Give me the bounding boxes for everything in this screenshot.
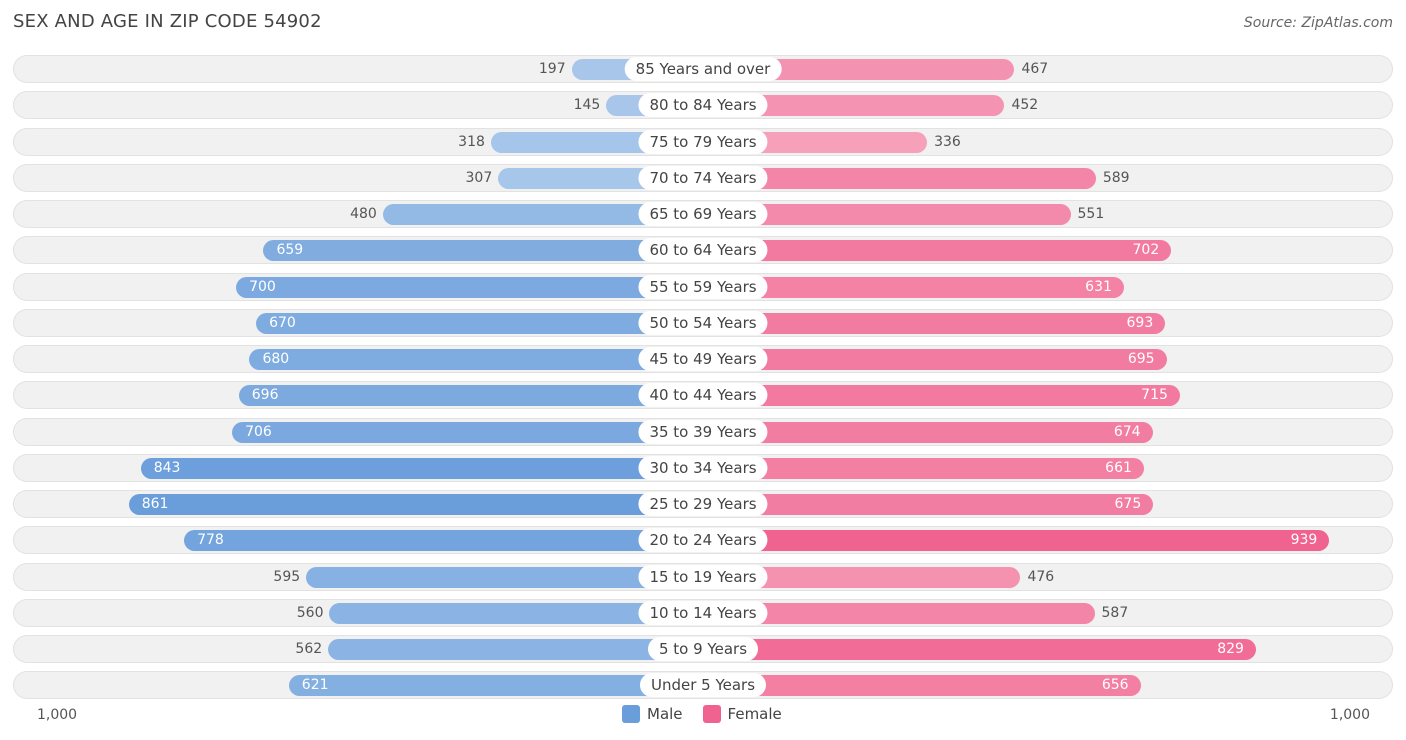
value-label-male: 659 [276, 241, 304, 258]
legend-item-female: Female [702, 705, 782, 723]
legend-label-male: Male [647, 705, 683, 723]
bar-male [306, 566, 703, 588]
category-label: 40 to 44 Years [638, 383, 768, 407]
bar-female [703, 602, 1095, 624]
category-label: 75 to 79 Years [638, 130, 768, 154]
category-label: 15 to 19 Years [638, 565, 768, 589]
category-label: 65 to 69 Years [638, 202, 768, 226]
category-label: 20 to 24 Years [638, 528, 768, 552]
bar-female [703, 493, 1154, 515]
value-label-female: 702 [1132, 241, 1160, 258]
category-label: 5 to 9 Years [647, 637, 759, 661]
value-label-female: 693 [1126, 314, 1154, 331]
bar-female [703, 348, 1167, 370]
bar-male [232, 421, 703, 443]
axis-left-label: 1,000 [37, 707, 78, 723]
legend: Male Female [622, 705, 796, 723]
category-label: 85 Years and over [624, 57, 782, 81]
value-label-male: 680 [262, 350, 290, 367]
axis-right-label: 1,000 [1329, 707, 1370, 723]
bar-female [703, 566, 1021, 588]
bar-female [703, 94, 1005, 116]
bar-female [703, 167, 1096, 189]
bar-female [703, 384, 1180, 406]
value-label-female: 631 [1085, 278, 1112, 295]
bar-male [382, 203, 703, 225]
legend-item-male: Male [622, 705, 683, 723]
value-label-male: 595 [273, 568, 301, 585]
bar-female [703, 276, 1124, 298]
category-label: 10 to 14 Years [638, 601, 768, 625]
bar-male [328, 638, 703, 660]
bar-male [184, 529, 703, 551]
bar-female [703, 421, 1153, 443]
value-label-female: 476 [1027, 568, 1055, 585]
value-label-male: 621 [301, 676, 329, 693]
value-label-male: 197 [538, 60, 566, 77]
category-label: 35 to 39 Years [638, 420, 768, 444]
category-label: 30 to 34 Years [638, 456, 768, 480]
value-label-male: 843 [153, 459, 181, 476]
bar-male [238, 384, 703, 406]
value-label-female: 336 [934, 133, 961, 150]
value-label-male: 696 [251, 386, 279, 403]
value-label-female: 589 [1102, 169, 1130, 186]
value-label-female: 715 [1141, 386, 1168, 403]
bar-female [703, 457, 1144, 479]
bar-male [288, 674, 703, 696]
category-label: 25 to 29 Years [638, 492, 768, 516]
legend-label-female: Female [727, 705, 782, 723]
category-label: 50 to 54 Years [638, 311, 768, 335]
category-label: 60 to 64 Years [638, 238, 768, 262]
value-label-female: 587 [1101, 604, 1129, 621]
bar-male [249, 348, 703, 370]
value-label-male: 145 [573, 96, 601, 113]
bar-female [703, 638, 1256, 660]
value-label-female: 939 [1290, 531, 1318, 548]
bar-male [128, 493, 703, 515]
bar-female [703, 529, 1330, 551]
legend-swatch-male [622, 705, 640, 723]
category-label: 45 to 49 Years [638, 347, 768, 371]
category-label: Under 5 Years [639, 673, 767, 697]
value-label-female: 661 [1105, 459, 1132, 476]
bar-female [703, 312, 1166, 334]
value-label-male: 778 [197, 531, 224, 548]
value-label-male: 307 [465, 169, 493, 186]
bar-male [256, 312, 703, 334]
category-label: 80 to 84 Years [638, 93, 768, 117]
bar-female [703, 674, 1141, 696]
value-label-female: 695 [1127, 350, 1155, 367]
value-label-female: 452 [1011, 96, 1039, 113]
value-label-male: 706 [245, 423, 272, 440]
chart-source: Source: ZipAtlas.com [1243, 15, 1393, 31]
category-label: 70 to 74 Years [638, 166, 768, 190]
value-label-female: 656 [1101, 676, 1129, 693]
value-label-male: 318 [458, 133, 485, 150]
value-label-male: 670 [269, 314, 296, 331]
value-label-male: 700 [249, 278, 276, 295]
category-label: 55 to 59 Years [638, 275, 768, 299]
value-label-female: 467 [1021, 60, 1049, 77]
legend-swatch-female [702, 705, 721, 723]
bar-female [703, 239, 1172, 261]
value-label-male: 861 [141, 495, 169, 512]
value-label-male: 560 [296, 604, 324, 621]
bar-female [703, 203, 1071, 225]
value-label-female: 675 [1114, 495, 1142, 512]
chart-title: SEX AND AGE IN ZIP CODE 54902 [13, 11, 322, 32]
value-label-male: 562 [295, 640, 323, 657]
value-label-female: 551 [1077, 205, 1105, 222]
bar-male [329, 602, 703, 624]
value-label-female: 829 [1217, 640, 1244, 657]
bar-male [263, 239, 703, 261]
bar-male [236, 276, 703, 298]
value-label-female: 674 [1113, 423, 1141, 440]
bar-male [140, 457, 703, 479]
value-label-male: 480 [350, 205, 377, 222]
